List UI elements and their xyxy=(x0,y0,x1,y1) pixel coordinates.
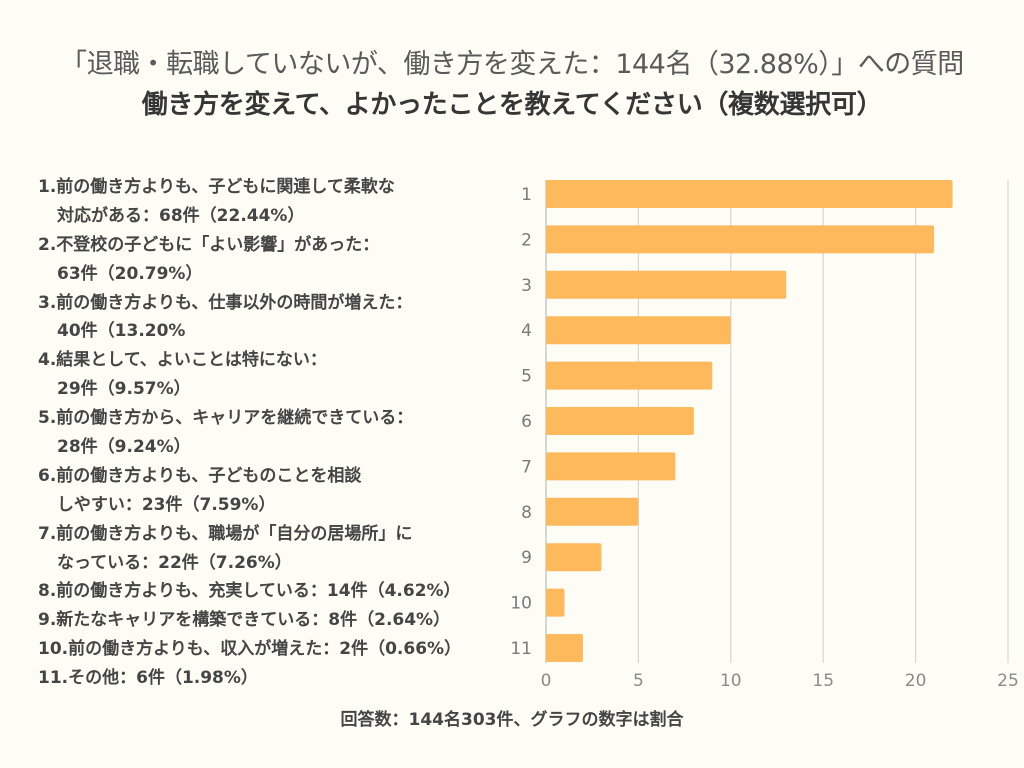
chart-title: 働き方を変えて、よかったことを教えてください（複数選択可） xyxy=(141,90,883,120)
category-label: 6 xyxy=(521,412,532,432)
category-label: 3 xyxy=(521,276,532,296)
category-label: 8 xyxy=(521,503,532,523)
bar xyxy=(546,452,676,481)
x-tick-label: 25 xyxy=(997,671,1019,691)
legend-item-detail: 40件（13.20% xyxy=(57,321,186,342)
bar xyxy=(546,180,953,208)
legend-item-label: 9.新たなキャリアを構築できている：8件（2.64%） xyxy=(38,610,451,631)
bars xyxy=(546,180,953,662)
chart-question: 「退職・転職していないが、働き方を変えた：144名（32.88%）」への質問 xyxy=(60,49,964,80)
category-label: 5 xyxy=(521,367,532,387)
legend-item: 11.その他：6件（1.98%） xyxy=(38,664,513,693)
x-axis-ticks: 0 5 10 15 20 25 xyxy=(541,671,1019,691)
category-label: 4 xyxy=(521,321,532,341)
legend-item: 5.前の働き方から、キャリアを継続できている： 28件（9.24%） xyxy=(38,404,513,462)
x-tick-label: 5 xyxy=(633,671,644,691)
legend-item-detail: しやすい：23件（7.59%） xyxy=(57,494,276,515)
legend-item-label: 3.前の働き方よりも、仕事以外の時間が増えた： xyxy=(38,292,413,313)
legend-item-label: 11.その他：6件（1.98%） xyxy=(38,668,258,689)
category-label: 2 xyxy=(521,230,532,250)
legend-item-label: 6.前の働き方よりも、子どものことを相談 xyxy=(38,465,362,486)
legend-item-detail: なっている：22件（7.26%） xyxy=(57,552,292,573)
category-label: 7 xyxy=(521,457,532,477)
category-labels: 1 2 3 4 5 6 7 8 9 10 11 xyxy=(510,185,532,659)
legend-item-label: 5.前の働き方から、キャリアを継続できている： xyxy=(38,408,414,429)
bar xyxy=(546,361,713,390)
category-label: 1 xyxy=(521,185,532,205)
legend-item: 10.前の働き方よりも、収入が増えた：2件（0.66%） xyxy=(38,635,513,664)
legend-item-label: 10.前の働き方よりも、収入が増えた：2件（0.66%） xyxy=(38,639,462,660)
answer-legend-list: 1.前の働き方よりも、子どもに関連して柔軟な 対応がある：68件（22.44%） 2… xyxy=(38,173,513,693)
bar xyxy=(546,407,694,435)
category-label: 9 xyxy=(521,548,532,568)
legend-item-label: 4.結果として、よいことは特にない： xyxy=(38,350,327,371)
bar xyxy=(546,543,602,572)
legend-item-detail: 対応がある：68件（22.44%） xyxy=(57,205,305,226)
bar xyxy=(546,225,935,254)
legend-item: 6.前の働き方よりも、子どものことを相談しやすい：23件（7.59%） xyxy=(38,462,513,520)
legend-item: 3.前の働き方よりも、仕事以外の時間が増えた： 40件（13.20% xyxy=(38,289,513,347)
x-tick-label: 15 xyxy=(812,671,834,691)
bar xyxy=(546,588,565,617)
legend-item-detail: 28件（9.24%） xyxy=(57,437,191,458)
x-tick-label: 0 xyxy=(541,671,552,691)
legend-item: 9.新たなキャリアを構築できている：8件（2.64%） xyxy=(38,606,513,635)
legend-item: 4.結果として、よいことは特にない： 29件（9.57%） xyxy=(38,346,513,404)
legend-item-label: 7.前の働き方よりも、職場が「自分の居場所」に xyxy=(38,523,413,544)
legend-item: 2.不登校の子どもに「よい影響」があった： 63件（20.79%） xyxy=(38,231,513,289)
bar xyxy=(546,316,731,345)
legend-item-label: 8.前の働き方よりも、充実している：14件（4.62%） xyxy=(38,581,461,602)
footer-note: 回答数：144名303件、グラフの数字は割合 xyxy=(340,710,684,730)
legend-item-detail: 29件（9.57%） xyxy=(57,379,191,400)
legend-item-label: 2.不登校の子どもに「よい影響」があった： xyxy=(38,234,380,255)
legend-item: 7.前の働き方よりも、職場が「自分の居場所」になっている：22件（7.26%） xyxy=(38,520,513,578)
bar xyxy=(546,634,583,662)
category-label: 10 xyxy=(510,594,532,614)
legend-item: 1.前の働き方よりも、子どもに関連して柔軟な対応がある：68件（22.44%） xyxy=(38,173,513,231)
legend-item-label: 1.前の働き方よりも、子どもに関連して柔軟な xyxy=(38,177,395,197)
x-tick-label: 10 xyxy=(720,671,742,691)
bar xyxy=(546,270,787,299)
bar xyxy=(546,497,639,526)
legend-item-detail: 63件（20.79%） xyxy=(57,263,203,284)
x-tick-label: 20 xyxy=(905,671,927,691)
legend-item: 8.前の働き方よりも、充実している：14件（4.62%） xyxy=(38,577,513,606)
category-label: 11 xyxy=(510,639,532,659)
